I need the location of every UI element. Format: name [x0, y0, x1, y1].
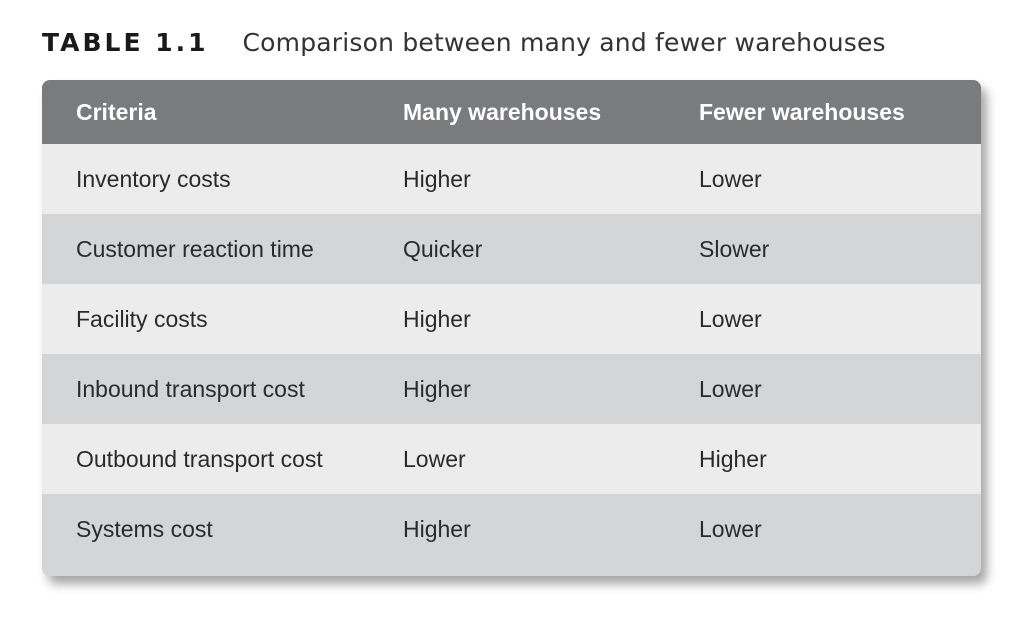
cell-many: Higher — [403, 165, 471, 192]
table-number: TABLE 1.1 — [42, 28, 209, 57]
cell-fewer: Lower — [699, 375, 762, 402]
cell-fewer: Lower — [699, 165, 762, 192]
table-row: Inbound transport cost Higher Lower — [42, 354, 981, 424]
table-row: Outbound transport cost Lower Higher — [42, 424, 981, 494]
table-row: Inventory costs Higher Lower — [42, 144, 981, 214]
table-row: Facility costs Higher Lower — [42, 284, 981, 354]
cell-fewer: Lower — [699, 515, 762, 542]
cell-criteria: Inventory costs — [76, 165, 231, 192]
table-title: Comparison between many and fewer wareho… — [242, 28, 886, 57]
cell-many: Higher — [403, 375, 471, 402]
cell-criteria: Outbound transport cost — [76, 445, 323, 472]
cell-criteria: Customer reaction time — [76, 235, 314, 262]
table-caption: TABLE 1.1 Comparison between many and fe… — [42, 28, 886, 68]
cell-fewer: Slower — [699, 235, 770, 262]
table-row: Customer reaction time Quicker Slower — [42, 214, 981, 284]
table-header-row: Criteria Many warehouses Fewer warehouse… — [42, 80, 981, 144]
cell-criteria: Facility costs — [76, 305, 208, 332]
comparison-table: Criteria Many warehouses Fewer warehouse… — [42, 80, 981, 576]
header-fewer-warehouses: Fewer warehouses — [699, 98, 905, 125]
cell-criteria: Systems cost — [76, 515, 213, 542]
header-criteria: Criteria — [76, 98, 157, 125]
cell-many: Quicker — [403, 235, 483, 262]
cell-many: Lower — [403, 445, 466, 472]
cell-criteria: Inbound transport cost — [76, 375, 305, 402]
cell-many: Higher — [403, 515, 471, 542]
header-many-warehouses: Many warehouses — [403, 98, 602, 125]
cell-fewer: Lower — [699, 305, 762, 332]
cell-many: Higher — [403, 305, 471, 332]
cell-fewer: Higher — [699, 445, 767, 472]
table-row: Systems cost Higher Lower — [42, 494, 981, 576]
